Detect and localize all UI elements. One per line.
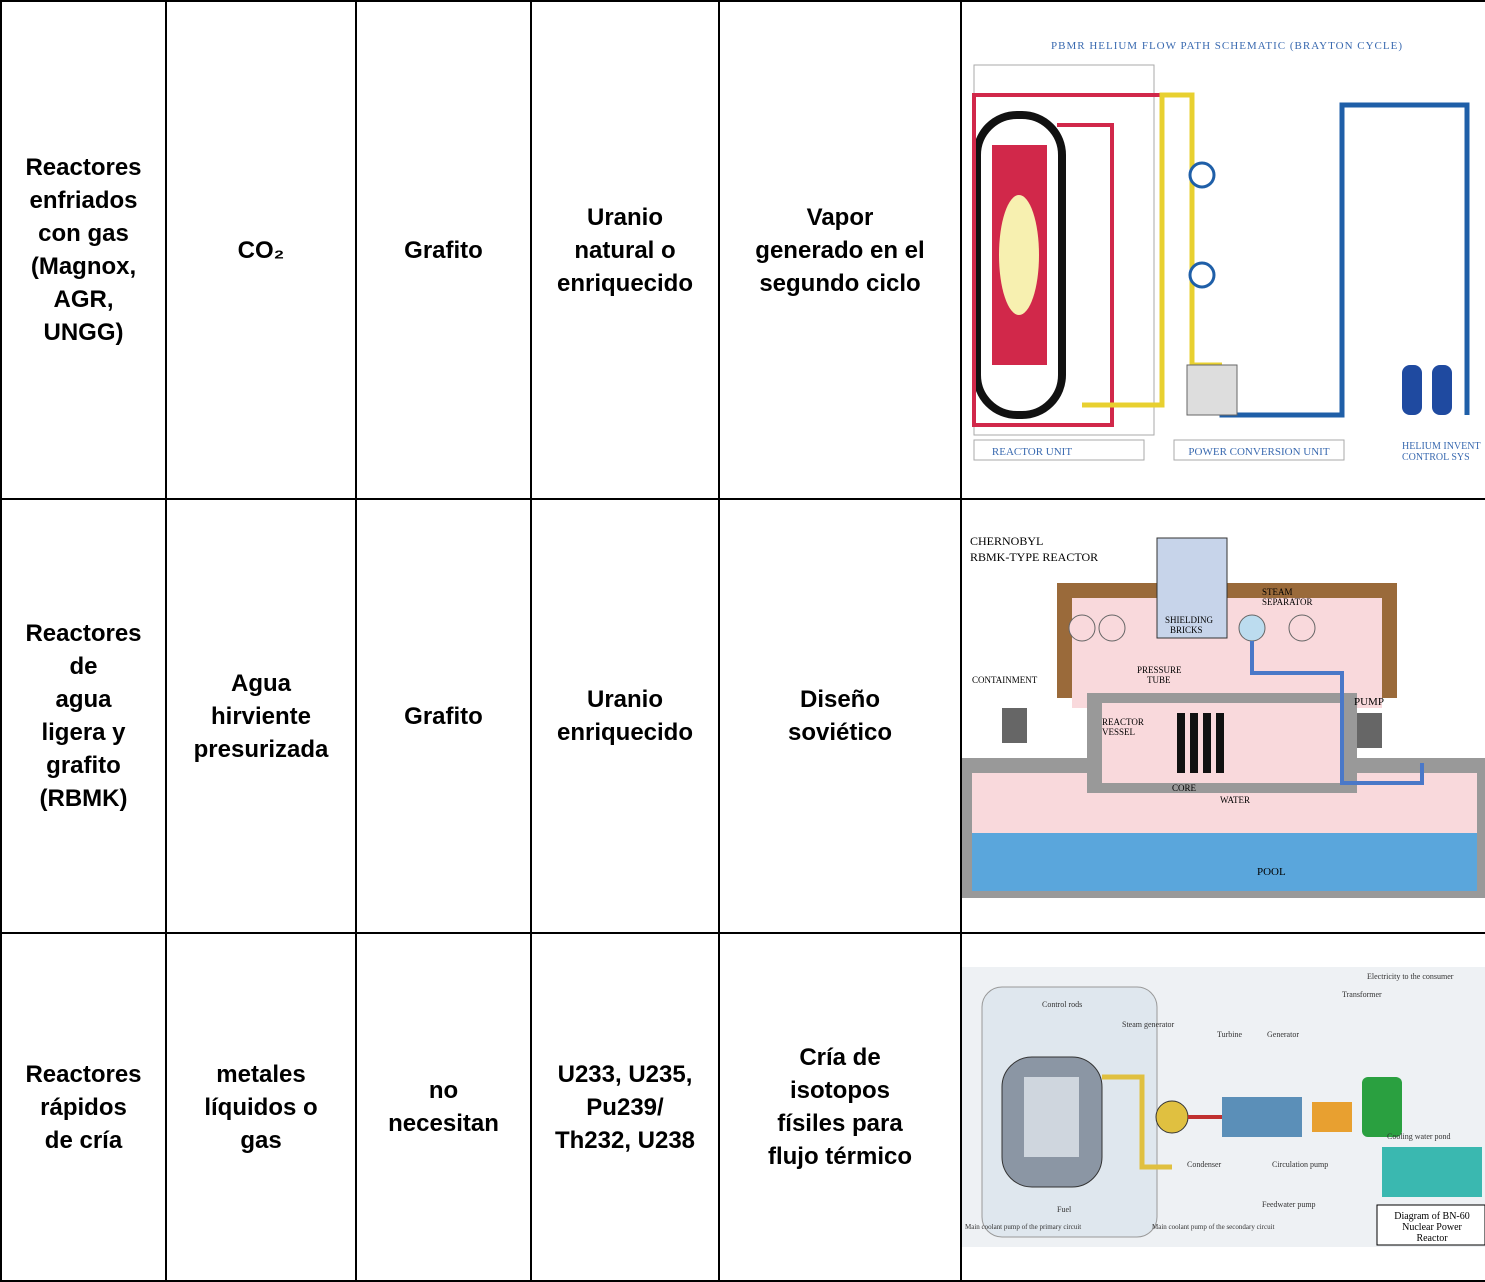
- labels: STEAM SEPARATOR SHIELDING BRICKS PRESSUR…: [972, 587, 1384, 878]
- figure-label: Helium Invent: [1402, 441, 1481, 452]
- turbine: [1188, 161, 1216, 189]
- figure-label: STEAM: [1262, 587, 1293, 597]
- figure-label: CONTAINMENT: [972, 675, 1038, 685]
- pump: [1002, 708, 1027, 743]
- transformer: [1362, 1077, 1402, 1137]
- figure-label: Steam generator: [1122, 1020, 1175, 1029]
- cell: Reactores rápidos de cría: [0, 932, 167, 1282]
- pipe-yellow: [1082, 92, 1222, 408]
- cell: Uranio enriquecido: [530, 498, 720, 934]
- frame: [1173, 439, 1345, 461]
- row: Reactores enfriados con gas (Magnox, AGR…: [0, 0, 1485, 500]
- figure-label: Cooling water pond: [1387, 1132, 1451, 1141]
- figure-label: SHIELDING: [1165, 615, 1213, 625]
- figure-label: Condenser: [1187, 1160, 1222, 1169]
- cell: Reactores enfriados con gas (Magnox, AGR…: [0, 0, 167, 500]
- fuel: [999, 195, 1039, 315]
- steam-generator: [1155, 1100, 1189, 1134]
- cell: metales líquidos o gas: [165, 932, 357, 1282]
- figure-label: Control Sys: [1402, 452, 1470, 463]
- figure-cell: CHERNOBYL RBMK-TYPE REACTOR STEAM SEPARA…: [960, 498, 1485, 934]
- figure-cell: PBMR Helium Flow Path Schematic (Brayton…: [960, 0, 1485, 500]
- figure-label: Nuclear Power: [1402, 1222, 1462, 1233]
- figure-label: SEPARATOR: [1262, 597, 1313, 607]
- cell: Vapor generado en el segundo ciclo: [718, 0, 962, 500]
- pipe: [1250, 641, 1424, 785]
- frame: [973, 439, 1145, 461]
- cell: Reactores de agua ligera y grafito (RBMK…: [0, 498, 167, 934]
- figure-title: PBMR Helium Flow Path Schematic (Brayton…: [1051, 40, 1403, 52]
- pool: [972, 833, 1477, 891]
- cell: Diseño soviético: [718, 498, 962, 934]
- figure-label: PUMP: [1354, 696, 1384, 708]
- cell: Uranio natural o enriquecido: [530, 0, 720, 500]
- figure-label: BRICKS: [1170, 625, 1203, 635]
- figure-label: CORE: [1172, 783, 1197, 793]
- figure-label: Circulation pump: [1272, 1160, 1328, 1169]
- pipe-red: [972, 93, 1162, 427]
- figure-label: Generator: [1267, 1030, 1299, 1039]
- figure-label: Main coolant pump of the secondary circu…: [1152, 1223, 1275, 1231]
- figure-title: CHERNOBYL: [970, 534, 1043, 548]
- cell: Grafito: [355, 0, 532, 500]
- bn600-diagram: Control rods Steam generator Turbine Gen…: [963, 967, 1485, 1247]
- pipe-blue: [1219, 102, 1470, 418]
- figure-label: REACTOR: [1102, 717, 1144, 727]
- cell: Cría de isotopos físiles para flujo térm…: [718, 932, 962, 1282]
- figure-label: PRESSURE: [1137, 665, 1182, 675]
- core: [1024, 1077, 1079, 1157]
- turbine: [1188, 261, 1216, 289]
- figure-label: Reactor: [1416, 1233, 1448, 1244]
- figure-label: Reactor Unit: [992, 446, 1072, 458]
- tank: [1402, 365, 1422, 415]
- figure-label: Fuel: [1057, 1205, 1072, 1214]
- figure-label: Electricity to the consumer: [1367, 972, 1454, 981]
- row: Reactores rápidos de cría metales líquid…: [0, 932, 1485, 1282]
- tank: [1432, 365, 1452, 415]
- refuel: [1156, 537, 1228, 639]
- figure-label: WATER: [1220, 795, 1250, 805]
- core: [1177, 713, 1224, 773]
- cell: no necesitan: [355, 932, 532, 1282]
- figure-label: POOL: [1257, 866, 1286, 878]
- tank: [1068, 614, 1096, 642]
- figure-label: Feedwater pump: [1262, 1200, 1316, 1209]
- row: Reactores de agua ligera y grafito (RBMK…: [0, 498, 1485, 934]
- cell: Grafito: [355, 498, 532, 934]
- separator: [1238, 614, 1266, 642]
- figure-label: TUBE: [1147, 675, 1171, 685]
- tank: [1288, 614, 1316, 642]
- figure-label: VESSEL: [1102, 727, 1135, 737]
- figure-title: Diagram of BN-60: [1394, 1211, 1470, 1222]
- cell: CO₂: [165, 0, 357, 500]
- cell: U233, U235, Pu239/ Th232, U238: [530, 932, 720, 1282]
- figure-label: Turbine: [1217, 1030, 1242, 1039]
- figure-label: Power Conversion Unit: [1188, 446, 1329, 458]
- pbmr-diagram: PBMR Helium Flow Path Schematic (Brayton…: [972, 40, 1481, 463]
- figure-label: Main coolant pump of the primary circuit: [965, 1223, 1081, 1231]
- figure-cell: Control rods Steam generator Turbine Gen…: [960, 932, 1485, 1282]
- recuperator: [1186, 364, 1238, 416]
- pond: [1382, 1147, 1482, 1197]
- figure-label: RBMK-TYPE REACTOR: [970, 550, 1098, 564]
- figure-label: Control rods: [1042, 1000, 1082, 1009]
- figure-label: Transformer: [1342, 990, 1382, 999]
- vessel: [973, 111, 1066, 419]
- cell: Agua hirviente presurizada: [165, 498, 357, 934]
- tank: [1098, 614, 1126, 642]
- turbine: [1222, 1097, 1302, 1137]
- rbmk-diagram: CHERNOBYL RBMK-TYPE REACTOR STEAM SEPARA…: [963, 534, 1485, 898]
- generator: [1312, 1102, 1352, 1132]
- pump: [1357, 713, 1382, 748]
